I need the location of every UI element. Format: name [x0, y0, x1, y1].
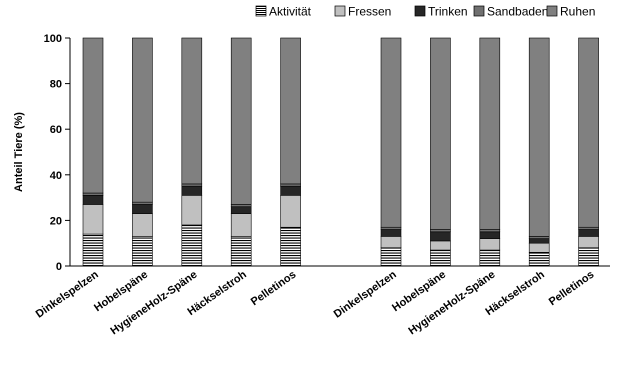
bar-segment-sandbaden — [82, 192, 104, 196]
bar-segment-fressen — [528, 242, 550, 253]
bar-segment-aktivität — [528, 252, 550, 267]
y-tick-label: 0 — [56, 261, 62, 273]
bar-segment-aktivität — [230, 236, 252, 267]
bar-segment-sandbaden — [280, 183, 301, 187]
plot-area: 0 20 40 60 80 100 DinkelspelzenHobelspäneHygi… — [34, 33, 610, 337]
x-tick-label: HygieneHolz-Späne — [407, 269, 498, 338]
y-tick-label: 20 — [50, 215, 62, 227]
y-tick-label: 80 — [50, 79, 62, 91]
bar-segment-fressen — [230, 213, 252, 237]
bar-segment-sandbaden — [528, 236, 550, 239]
bar-segment-trinken — [479, 231, 501, 239]
bar-segment-ruhen — [280, 37, 301, 185]
legend-label: Aktivität — [269, 5, 312, 19]
bar-segment-trinken — [380, 229, 402, 237]
y-tick-label: 100 — [44, 33, 62, 45]
y-ticks: 0 20 40 60 80 100 — [44, 33, 70, 273]
bar-segment-sandbaden — [132, 201, 153, 205]
bar-segment-trinken — [181, 185, 203, 196]
bar-segment-ruhen — [578, 37, 599, 228]
bar-segment-fressen — [82, 204, 104, 235]
legend-swatch-sandbaden — [473, 5, 485, 17]
bar-segment-fressen — [578, 236, 599, 249]
x-tick-label: Dinkelspelzen — [34, 268, 101, 320]
bar-segment-trinken — [230, 206, 252, 214]
bar-segment-sandbaden — [230, 204, 252, 208]
legend: Aktivität Fressen Trinken Sandbaden Ruhen — [255, 5, 595, 19]
bar-segment-fressen — [280, 195, 301, 228]
bar-segment-ruhen — [430, 37, 451, 230]
legend-swatch-trinken — [414, 5, 426, 17]
legend-swatch-ruhen — [546, 5, 558, 17]
bar-segment-trinken — [280, 185, 301, 196]
y-tick-label: 60 — [50, 124, 62, 136]
bar-segment-aktivität — [380, 247, 402, 267]
legend-swatch-aktivität — [255, 5, 267, 17]
bar-segment-aktivität — [578, 247, 599, 267]
bar-segment-trinken — [132, 204, 153, 214]
bar-segment-aktivität — [181, 224, 203, 267]
bar-segment-sandbaden — [181, 183, 203, 187]
bar-segment-ruhen — [230, 37, 252, 205]
bar-segment-fressen — [181, 195, 203, 226]
x-tick-labels: DinkelspelzenHobelspäneHygieneHolz-Späne… — [34, 268, 597, 337]
bar-segment-sandbaden — [479, 229, 501, 233]
bar-segment-ruhen — [82, 37, 104, 194]
bar-segment-fressen — [132, 213, 153, 237]
bar-segment-trinken — [528, 238, 550, 244]
bar-segment-trinken — [430, 231, 451, 242]
bar-segment-aktivität — [132, 236, 153, 267]
x-tick-label: HygieneHolz-Späne — [109, 269, 200, 338]
bar-segment-sandbaden — [578, 226, 599, 230]
bar-segment-ruhen — [479, 37, 501, 230]
bar-segment-ruhen — [380, 37, 402, 228]
bar-segment-fressen — [380, 236, 402, 249]
bar-segment-aktivität — [479, 249, 501, 267]
bar-segment-fressen — [430, 240, 451, 251]
legend-label: Trinken — [428, 5, 468, 19]
y-tick-label: 40 — [50, 170, 62, 182]
bar-segment-aktivität — [280, 226, 301, 267]
x-tick-label: Pelletinos — [249, 269, 298, 309]
bars — [82, 37, 599, 267]
bar-segment-fressen — [479, 238, 501, 251]
x-tick-label: Dinkelspelzen — [332, 268, 399, 320]
bar-segment-aktivität — [430, 249, 451, 267]
bar-segment-sandbaden — [430, 229, 451, 233]
y-axis-label: Anteil Tiere (%) — [13, 112, 25, 192]
bar-segment-ruhen — [528, 37, 550, 237]
legend-swatch-fressen — [334, 5, 346, 17]
legend-label: Ruhen — [560, 5, 595, 19]
bar-segment-trinken — [82, 195, 104, 205]
x-tick-label: Pelletinos — [547, 269, 596, 309]
legend-label: Fressen — [348, 5, 391, 19]
bar-segment-ruhen — [132, 37, 153, 203]
bar-segment-ruhen — [181, 37, 203, 185]
bar-segment-aktivität — [82, 233, 104, 267]
bar-segment-trinken — [578, 229, 599, 237]
legend-label: Sandbaden — [487, 5, 548, 19]
bar-segment-sandbaden — [380, 226, 402, 230]
